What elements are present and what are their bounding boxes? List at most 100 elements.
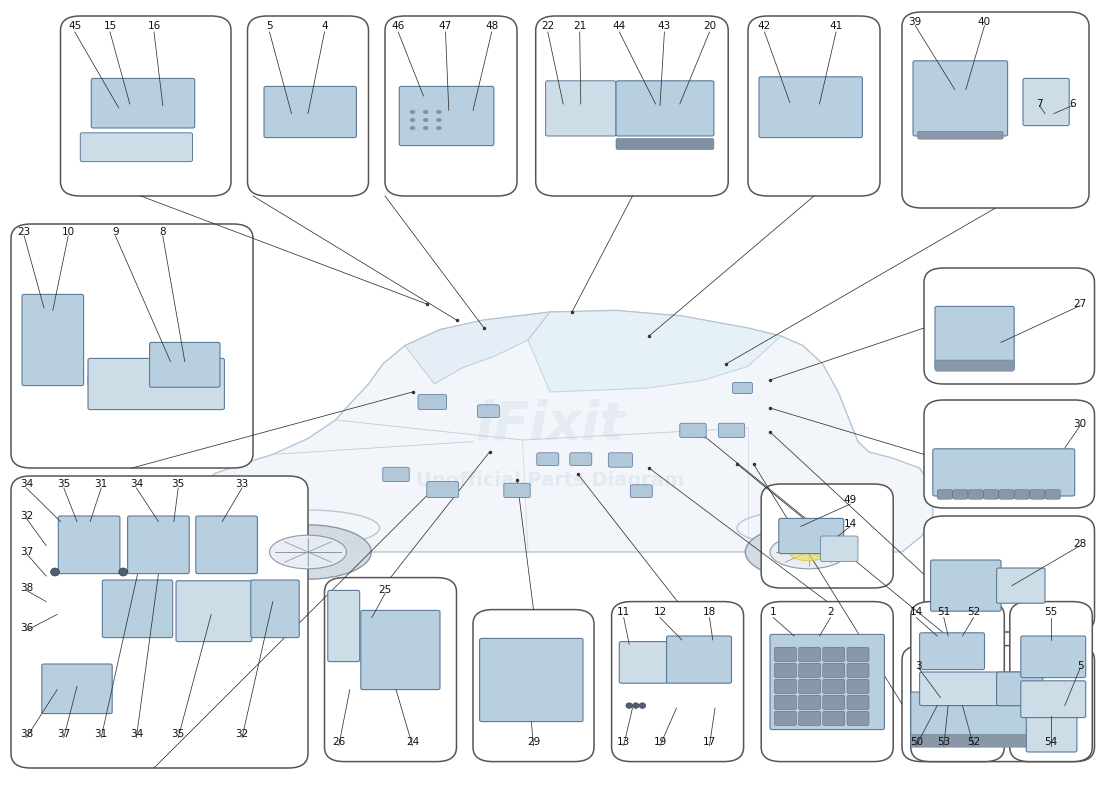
FancyBboxPatch shape: [779, 518, 844, 554]
Text: 15: 15: [103, 21, 117, 30]
FancyBboxPatch shape: [88, 358, 224, 410]
Text: 35: 35: [172, 479, 185, 489]
FancyBboxPatch shape: [823, 711, 845, 726]
FancyBboxPatch shape: [748, 16, 880, 196]
Text: 26: 26: [332, 738, 345, 747]
Ellipse shape: [119, 568, 128, 576]
FancyBboxPatch shape: [1021, 681, 1086, 718]
FancyBboxPatch shape: [612, 602, 744, 762]
FancyBboxPatch shape: [11, 224, 253, 468]
Text: 14: 14: [910, 607, 923, 617]
FancyBboxPatch shape: [799, 647, 821, 662]
Ellipse shape: [422, 110, 429, 114]
Text: 19: 19: [653, 738, 667, 747]
FancyBboxPatch shape: [847, 663, 869, 678]
Text: 34: 34: [20, 479, 33, 489]
Text: 23: 23: [18, 227, 31, 237]
Text: 4: 4: [321, 21, 328, 30]
FancyBboxPatch shape: [128, 516, 189, 574]
Text: 5: 5: [1077, 661, 1084, 670]
Ellipse shape: [245, 525, 372, 579]
FancyBboxPatch shape: [761, 484, 893, 588]
FancyBboxPatch shape: [1026, 715, 1077, 752]
Text: 20: 20: [703, 21, 716, 30]
Text: 18: 18: [703, 607, 716, 617]
FancyBboxPatch shape: [42, 664, 112, 714]
FancyBboxPatch shape: [931, 560, 1001, 611]
Text: 32: 32: [235, 730, 249, 739]
Text: 34: 34: [130, 479, 143, 489]
FancyBboxPatch shape: [1021, 636, 1086, 678]
FancyBboxPatch shape: [361, 610, 440, 690]
Ellipse shape: [632, 703, 639, 709]
FancyBboxPatch shape: [821, 536, 858, 562]
FancyBboxPatch shape: [823, 695, 845, 710]
FancyBboxPatch shape: [473, 610, 594, 762]
Text: 48: 48: [485, 21, 498, 30]
Text: 14: 14: [844, 519, 857, 529]
Ellipse shape: [409, 110, 416, 114]
Ellipse shape: [422, 126, 429, 130]
FancyBboxPatch shape: [847, 711, 869, 726]
Polygon shape: [200, 310, 933, 552]
FancyBboxPatch shape: [385, 16, 517, 196]
FancyBboxPatch shape: [902, 12, 1089, 208]
FancyBboxPatch shape: [823, 647, 845, 662]
Ellipse shape: [770, 535, 847, 569]
FancyBboxPatch shape: [324, 578, 456, 762]
Text: 12: 12: [653, 607, 667, 617]
FancyBboxPatch shape: [264, 86, 356, 138]
FancyBboxPatch shape: [616, 81, 714, 136]
FancyBboxPatch shape: [911, 602, 1004, 762]
FancyBboxPatch shape: [902, 646, 1094, 762]
FancyBboxPatch shape: [799, 711, 821, 726]
FancyBboxPatch shape: [383, 467, 409, 482]
FancyBboxPatch shape: [680, 423, 706, 438]
Text: 11: 11: [617, 607, 630, 617]
Text: 24: 24: [406, 738, 419, 747]
FancyBboxPatch shape: [920, 672, 1028, 706]
FancyBboxPatch shape: [248, 16, 368, 196]
FancyBboxPatch shape: [761, 602, 893, 762]
FancyBboxPatch shape: [968, 490, 983, 499]
Text: 31: 31: [95, 479, 108, 489]
Text: 9: 9: [112, 227, 119, 237]
FancyBboxPatch shape: [913, 61, 1008, 136]
FancyBboxPatch shape: [11, 476, 308, 768]
FancyBboxPatch shape: [399, 86, 494, 146]
FancyBboxPatch shape: [924, 268, 1094, 384]
Text: 44: 44: [613, 21, 626, 30]
Text: 35: 35: [172, 730, 185, 739]
FancyBboxPatch shape: [88, 374, 164, 386]
Ellipse shape: [270, 535, 346, 569]
Text: 6: 6: [1069, 99, 1076, 109]
FancyBboxPatch shape: [911, 734, 1058, 747]
FancyBboxPatch shape: [799, 679, 821, 694]
FancyBboxPatch shape: [933, 449, 1075, 496]
Text: 28: 28: [1074, 539, 1087, 549]
FancyBboxPatch shape: [847, 679, 869, 694]
FancyBboxPatch shape: [616, 138, 714, 150]
Ellipse shape: [436, 118, 442, 122]
FancyBboxPatch shape: [630, 485, 652, 498]
FancyBboxPatch shape: [920, 633, 984, 670]
FancyBboxPatch shape: [823, 679, 845, 694]
Text: 31: 31: [95, 730, 108, 739]
FancyBboxPatch shape: [546, 81, 616, 136]
Ellipse shape: [639, 703, 646, 709]
FancyBboxPatch shape: [774, 647, 796, 662]
FancyBboxPatch shape: [774, 679, 796, 694]
Polygon shape: [405, 312, 550, 384]
FancyBboxPatch shape: [935, 360, 1014, 371]
FancyBboxPatch shape: [1010, 602, 1092, 762]
FancyBboxPatch shape: [608, 453, 632, 467]
FancyBboxPatch shape: [799, 695, 821, 710]
Text: 2: 2: [827, 607, 834, 617]
Text: 33: 33: [235, 479, 249, 489]
FancyBboxPatch shape: [1045, 490, 1060, 499]
Text: 54: 54: [1044, 738, 1057, 747]
FancyBboxPatch shape: [774, 711, 796, 726]
FancyBboxPatch shape: [847, 695, 869, 710]
Text: 29: 29: [527, 738, 540, 747]
FancyBboxPatch shape: [251, 580, 299, 638]
